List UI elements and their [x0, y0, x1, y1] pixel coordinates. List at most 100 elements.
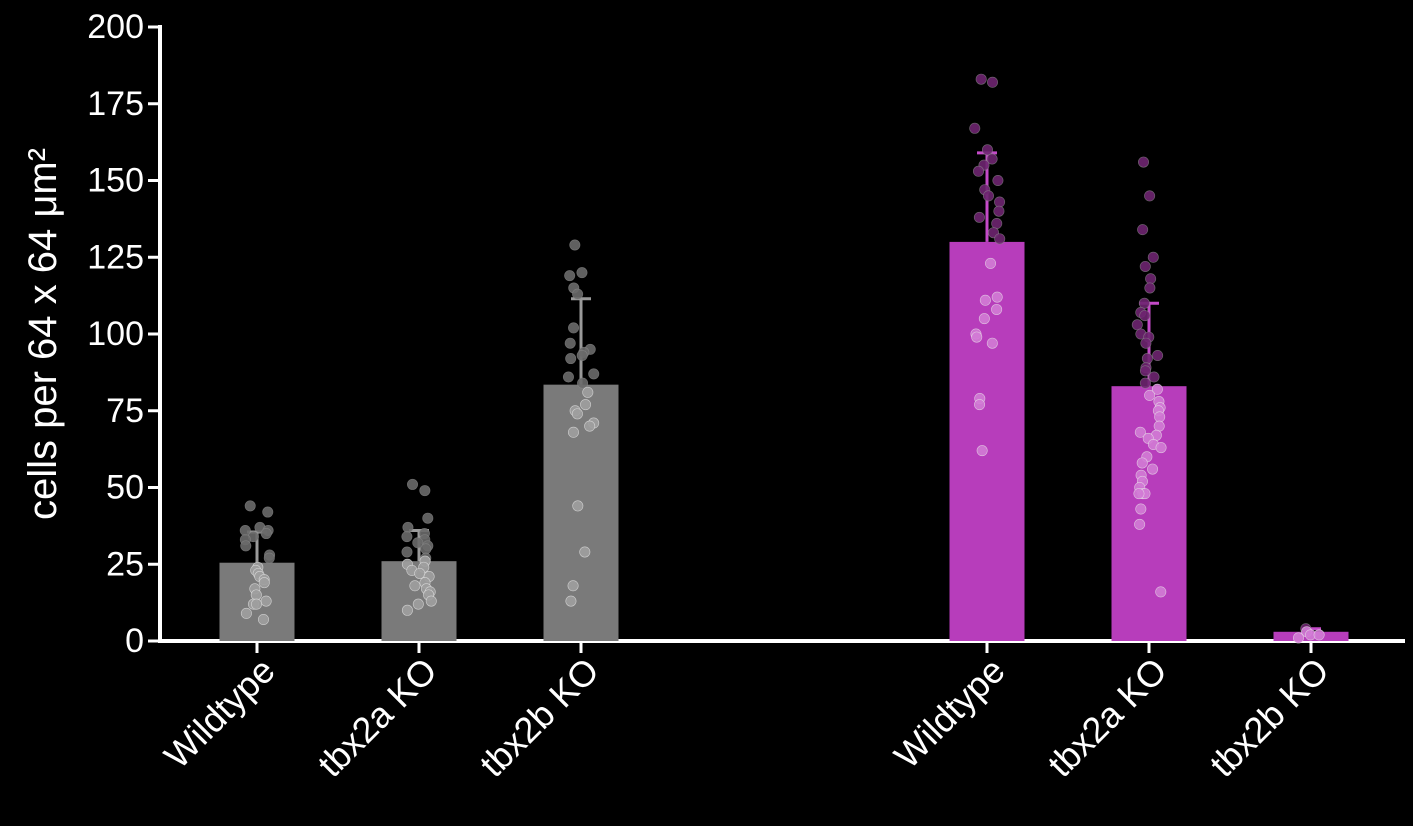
data-point [407, 478, 419, 490]
data-point [1137, 224, 1149, 236]
data-point [568, 322, 580, 334]
data-point [986, 153, 998, 165]
category-label: tbx2b KO [1202, 650, 1337, 785]
bar [1111, 386, 1187, 641]
data-point [1313, 629, 1325, 641]
data-point [412, 598, 424, 610]
category-label: tbx2a KO [1040, 650, 1175, 785]
data-point [1153, 420, 1165, 432]
data-point [1140, 337, 1152, 349]
data-point [1147, 251, 1159, 263]
data-point [260, 528, 272, 540]
data-point [991, 217, 1003, 229]
data-point [562, 371, 574, 383]
y-tick-label: 150 [87, 162, 144, 200]
data-point [1137, 156, 1149, 168]
data-point [1152, 349, 1164, 361]
data-point [1148, 371, 1160, 383]
data-point [576, 267, 588, 279]
category-label: Wildtype [156, 650, 283, 777]
data-point [1155, 442, 1167, 454]
y-tick-label: 100 [87, 315, 144, 353]
data-point [1139, 377, 1151, 389]
data-point [1155, 586, 1167, 598]
y-tick-label: 75 [106, 392, 144, 430]
data-point [565, 353, 577, 365]
data-point [572, 500, 584, 512]
data-point [251, 598, 263, 610]
data-point [1138, 297, 1150, 309]
data-point [978, 313, 990, 325]
data-point [1145, 273, 1157, 285]
category-label: tbx2b KO [472, 650, 607, 785]
data-point [576, 349, 588, 361]
data-point [976, 445, 988, 457]
data-point [244, 500, 256, 512]
data-point [412, 537, 424, 549]
data-point [981, 144, 993, 156]
data-point [401, 546, 413, 558]
y-tick-label: 125 [87, 238, 144, 276]
data-point [1144, 282, 1156, 294]
bar [543, 384, 619, 641]
data-point [1134, 426, 1146, 438]
data-point [1131, 319, 1143, 331]
data-point [993, 205, 1005, 217]
category-label: Wildtype [886, 650, 1013, 777]
data-point [971, 331, 983, 343]
data-point [579, 546, 591, 558]
y-tick-label: 25 [106, 545, 144, 583]
data-point [1135, 503, 1147, 515]
data-point [973, 211, 985, 223]
data-point [994, 233, 1006, 245]
data-point [409, 580, 421, 592]
data-point [969, 122, 981, 134]
data-point [569, 239, 581, 251]
data-point [1144, 389, 1156, 401]
data-point [992, 175, 1004, 187]
data-point [1151, 383, 1163, 395]
data-point [975, 73, 987, 85]
data-point [564, 337, 576, 349]
data-point [982, 190, 994, 202]
data-point [258, 577, 270, 589]
data-points [239, 73, 1325, 644]
data-point [584, 420, 596, 432]
data-point [567, 426, 579, 438]
data-point [425, 595, 437, 607]
data-point [986, 337, 998, 349]
data-point [972, 165, 984, 177]
data-point [420, 543, 432, 555]
data-point [263, 552, 275, 564]
data-point [974, 399, 986, 411]
data-point [401, 604, 413, 616]
data-point [577, 377, 589, 389]
data-point [240, 540, 252, 552]
data-point [994, 196, 1006, 208]
data-point [250, 589, 262, 601]
data-point [262, 506, 274, 518]
data-point [1147, 463, 1159, 475]
data-point [1139, 260, 1151, 272]
data-point [1144, 190, 1156, 202]
data-point [588, 368, 600, 380]
y-tick-label: 200 [87, 8, 144, 46]
data-point [1139, 365, 1151, 377]
axes [148, 25, 1405, 653]
data-point [1139, 310, 1151, 322]
data-point [580, 399, 592, 411]
data-point [572, 288, 584, 300]
y-tick-label: 50 [106, 469, 144, 507]
data-point [1133, 488, 1145, 500]
bar [949, 241, 1025, 641]
data-point [987, 76, 999, 88]
data-point [564, 270, 576, 282]
category-label: tbx2a KO [310, 650, 445, 785]
data-point [991, 303, 1003, 315]
data-point [565, 595, 577, 607]
data-point [414, 567, 426, 579]
data-point [260, 595, 272, 607]
y-axis-title: cells per 64 x 64 μm² [21, 148, 65, 520]
data-point [979, 294, 991, 306]
